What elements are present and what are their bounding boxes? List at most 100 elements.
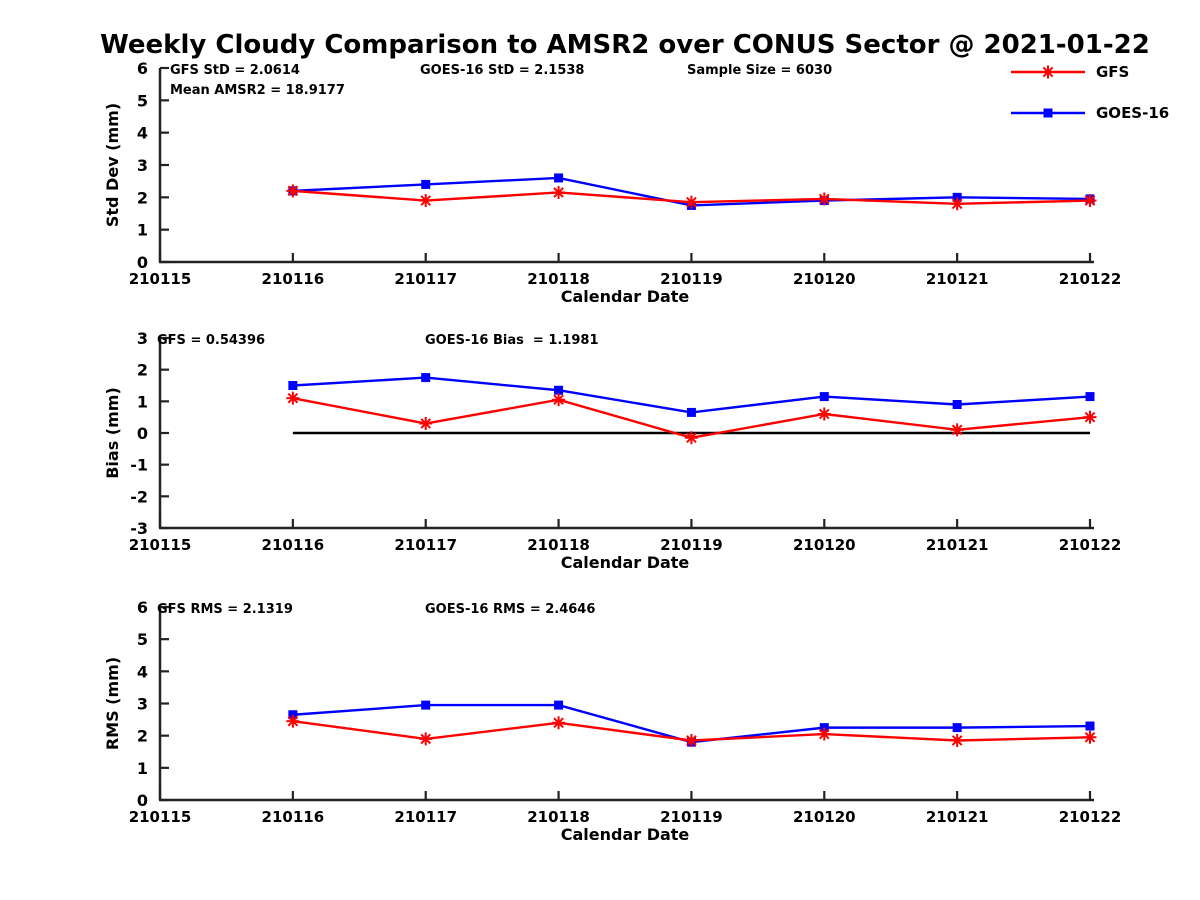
- asterisk-spoke: [951, 424, 963, 436]
- asterisk-marker: [552, 185, 566, 199]
- goes16-line-square-icon: [1011, 108, 1085, 118]
- y-tick-label: 1: [137, 759, 148, 778]
- y-axis-label: Std Dev (mm): [103, 103, 122, 227]
- y-tick-label: 1: [137, 392, 148, 411]
- y-tick-label: 2: [137, 361, 148, 380]
- annotation: Mean AMSR2 = 18.9177: [170, 83, 345, 98]
- asterisk-spoke: [686, 432, 697, 444]
- legend-item-goes16: GOES-16: [1008, 101, 1198, 125]
- square-marker: [554, 385, 564, 395]
- asterisk-marker: [1083, 730, 1097, 744]
- asterisk-marker: [817, 727, 831, 741]
- asterisk-spoke: [287, 715, 299, 727]
- x-tick-label: 210116: [262, 270, 325, 288]
- x-tick-label: 210120: [793, 536, 856, 554]
- square-marker: [421, 700, 431, 710]
- asterisk-marker: [817, 192, 831, 206]
- legend-label-gfs: GFS: [1096, 63, 1130, 81]
- x-axis-label: Calendar Date: [561, 553, 690, 572]
- asterisk-marker: [817, 407, 831, 421]
- square-marker: [686, 407, 696, 417]
- asterisk-spoke: [553, 187, 564, 198]
- y-tick-label: 4: [137, 124, 148, 143]
- square-marker: [952, 400, 962, 409]
- asterisk-marker: [286, 184, 300, 198]
- asterisk-spoke: [553, 717, 564, 729]
- y-tick-label: 6: [137, 59, 148, 78]
- asterisk-spoke: [420, 418, 432, 429]
- asterisk-marker: [684, 195, 698, 209]
- y-tick-label: -2: [130, 487, 148, 506]
- asterisk-spoke: [420, 733, 432, 745]
- series-line-goes-16: [292, 376, 1091, 414]
- x-tick-label: 210117: [394, 270, 457, 288]
- y-axis-label: RMS (mm): [103, 657, 122, 750]
- y-tick-label: 2: [137, 727, 148, 746]
- y-tick-label: 3: [137, 329, 148, 348]
- annotation: GFS = 0.54396: [157, 333, 265, 348]
- x-tick-label: 210121: [926, 270, 989, 288]
- x-tick-label: 210120: [793, 808, 856, 826]
- x-axis-label: Calendar Date: [561, 825, 690, 844]
- asterisk-marker: [419, 732, 433, 746]
- x-tick-label: 210118: [527, 808, 590, 826]
- x-tick-label: 210115: [129, 270, 192, 288]
- y-tick-label: 1: [137, 221, 148, 240]
- square-marker: [288, 381, 298, 390]
- legend-label-goes16: GOES-16: [1096, 104, 1170, 122]
- asterisk-spoke: [1084, 731, 1096, 743]
- asterisk-spoke: [553, 394, 564, 406]
- y-tick-label: 3: [137, 156, 148, 175]
- y-tick-label: 4: [137, 662, 148, 681]
- square-marker: [421, 373, 431, 383]
- y-tick-label: 0: [137, 253, 148, 272]
- square-marker: [1085, 721, 1095, 731]
- y-tick-label: 5: [137, 91, 148, 110]
- asterisk-spoke: [818, 193, 830, 205]
- annotation: Sample Size = 6030: [687, 63, 832, 78]
- asterisk-marker: [1041, 65, 1055, 79]
- asterisk-marker: [684, 733, 698, 747]
- x-tick-label: 210119: [660, 270, 723, 288]
- figure-title: Weekly Cloudy Comparison to AMSR2 over C…: [100, 30, 1150, 60]
- x-tick-label: 210119: [660, 808, 723, 826]
- x-axis-label: Calendar Date: [561, 287, 690, 306]
- asterisk-marker: [950, 197, 964, 211]
- asterisk-spoke: [287, 185, 299, 197]
- annotation: GOES-16 StD = 2.1538: [420, 63, 584, 78]
- square-marker: [952, 723, 962, 733]
- asterisk-spoke: [686, 196, 697, 208]
- x-tick-label: 210117: [394, 536, 457, 554]
- square-marker: [819, 392, 829, 402]
- square-marker: [1043, 108, 1053, 118]
- x-tick-label: 210122: [1059, 808, 1122, 826]
- asterisk-marker: [950, 733, 964, 747]
- x-tick-label: 210118: [527, 270, 590, 288]
- legend: GFS GOES-16: [1008, 60, 1198, 142]
- x-tick-label: 210122: [1059, 536, 1122, 554]
- annotation: GOES-16 Bias = 1.1981: [425, 333, 599, 348]
- asterisk-marker: [1083, 194, 1097, 208]
- y-tick-label: 5: [137, 630, 148, 649]
- asterisk-spoke: [1084, 195, 1096, 206]
- asterisk-marker: [552, 393, 566, 407]
- asterisk-spoke: [1084, 411, 1096, 423]
- y-tick-label: 3: [137, 695, 148, 714]
- square-marker: [421, 179, 431, 189]
- x-tick-label: 210115: [129, 536, 192, 554]
- asterisk-marker: [286, 391, 300, 405]
- square-marker: [554, 173, 564, 183]
- asterisk-spoke: [951, 198, 963, 210]
- x-tick-label: 210115: [129, 808, 192, 826]
- y-tick-label: 0: [137, 791, 148, 810]
- asterisk-spoke: [420, 195, 432, 206]
- annotation: GOES-16 RMS = 2.4646: [425, 602, 595, 617]
- x-tick-label: 210121: [926, 808, 989, 826]
- asterisk-spoke: [1042, 66, 1054, 78]
- x-tick-label: 210120: [793, 270, 856, 288]
- x-tick-label: 210117: [394, 808, 457, 826]
- x-tick-label: 210122: [1059, 270, 1122, 288]
- rms-subplot: 0 1 2 3 4 5 6 210115 210116 210117 210118 210119 210…: [103, 598, 1122, 844]
- asterisk-marker: [419, 417, 433, 430]
- asterisk-marker: [419, 194, 433, 208]
